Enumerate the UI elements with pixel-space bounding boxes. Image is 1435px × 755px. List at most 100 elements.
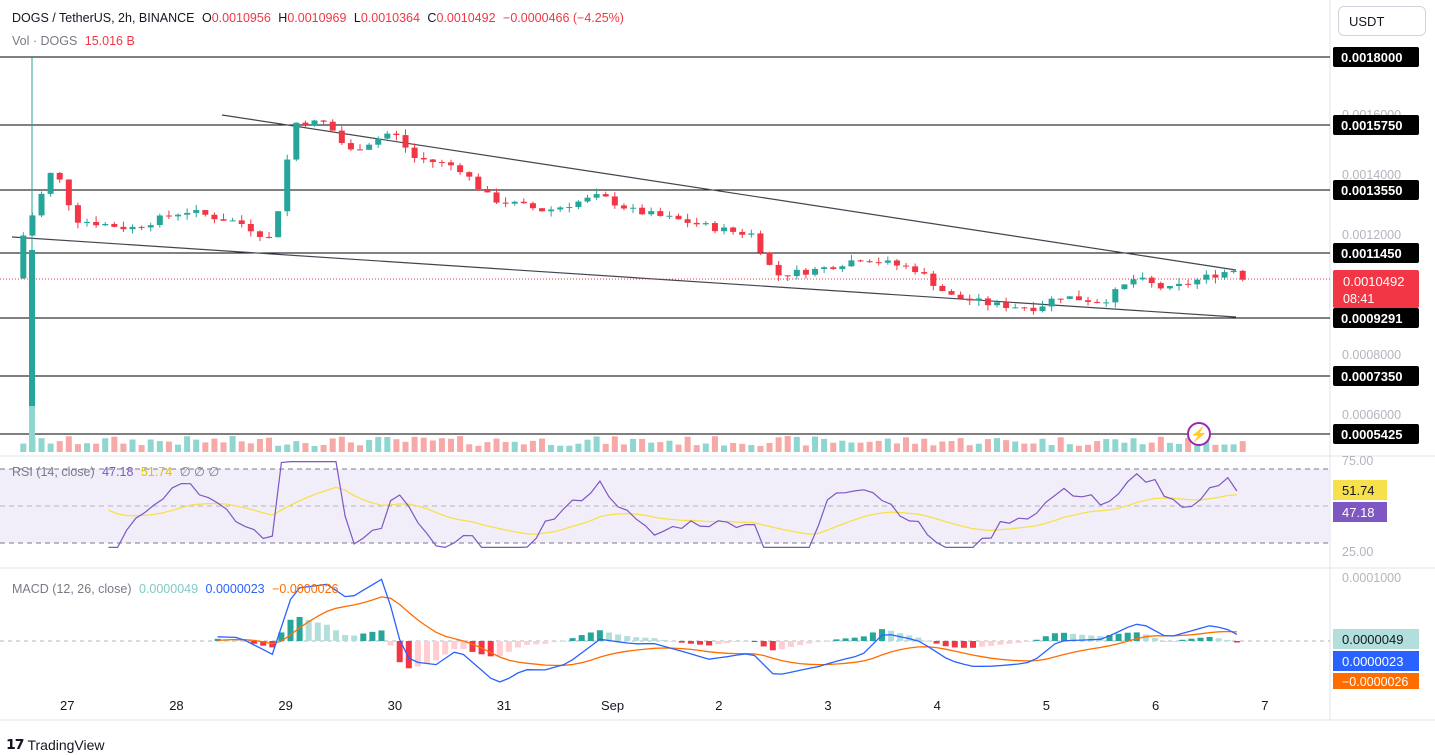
candle xyxy=(529,203,536,209)
volume-bar xyxy=(857,442,864,452)
x-axis-label: 2 xyxy=(715,698,722,713)
volume-bar xyxy=(721,445,728,452)
volume-bar xyxy=(766,442,773,452)
price-tick-label: 0.0008000 xyxy=(1342,348,1401,362)
macd-histogram-bar xyxy=(351,635,358,641)
lightning-icon[interactable]: ⚡ xyxy=(1187,422,1211,446)
rsi-ma-label: 51.74 xyxy=(1342,483,1375,498)
volume-bar xyxy=(939,441,946,452)
volume-bar xyxy=(1066,444,1073,452)
volume-bar xyxy=(666,440,673,452)
x-axis-label: 28 xyxy=(169,698,183,713)
volume-bar xyxy=(866,441,873,452)
candle xyxy=(830,267,837,270)
candle xyxy=(748,233,755,235)
volume-bar xyxy=(1030,443,1037,452)
volume-bar xyxy=(975,443,982,452)
candle xyxy=(284,159,291,212)
macd-histogram-bar xyxy=(596,630,603,641)
candle xyxy=(366,144,373,150)
volume-bar xyxy=(702,443,709,452)
candle xyxy=(1148,277,1155,284)
volume-bar xyxy=(620,444,627,452)
volume-label: Vol · DOGS xyxy=(12,34,78,48)
macd-histogram-bar xyxy=(733,641,740,642)
macd-histogram-bar xyxy=(660,639,667,641)
x-axis-label: 29 xyxy=(278,698,292,713)
macd-histogram-bar xyxy=(1133,632,1140,641)
candle xyxy=(1139,277,1146,280)
volume-bar xyxy=(156,441,163,452)
volume-bar xyxy=(757,445,764,452)
volume-bar xyxy=(1239,441,1246,452)
macd-histogram-bar xyxy=(696,641,703,645)
volume-bar xyxy=(912,443,919,452)
candle xyxy=(548,209,555,212)
candle xyxy=(302,122,309,126)
macd-histogram-bar xyxy=(979,641,986,647)
volume-bar xyxy=(575,443,582,452)
macd-histogram-bar xyxy=(232,639,239,641)
volume-bar xyxy=(165,441,172,452)
macd-histogram-bar xyxy=(988,641,995,646)
macd-histogram-bar xyxy=(305,619,312,641)
candle xyxy=(693,222,700,225)
candle xyxy=(347,143,354,150)
macd-histogram-bar xyxy=(278,632,285,641)
macd-histogram-bar xyxy=(1015,641,1022,643)
volume-bar xyxy=(1021,443,1028,452)
volume-bar xyxy=(1203,440,1210,452)
candle xyxy=(1048,298,1055,307)
macd-histogram-bar xyxy=(815,641,822,643)
macd-histogram-bar xyxy=(1006,641,1013,644)
macd-histogram-bar xyxy=(1151,637,1158,641)
volume-bar xyxy=(657,442,664,452)
level-label-bg xyxy=(1333,47,1419,67)
macd-histogram-bar xyxy=(824,640,831,642)
macd-histogram-bar xyxy=(1206,636,1213,641)
candle xyxy=(1075,296,1082,301)
macd-histogram-bar xyxy=(505,641,512,652)
candle xyxy=(1230,270,1237,273)
volume-bar xyxy=(320,444,327,452)
macd-histogram-bar xyxy=(651,638,658,641)
volume-bar xyxy=(366,439,373,452)
volume-bar xyxy=(402,441,409,452)
candle xyxy=(903,265,910,267)
x-axis-label: 4 xyxy=(934,698,941,713)
macd-histogram-bar xyxy=(706,641,713,646)
macd-histogram-bar xyxy=(933,641,940,644)
volume-bar xyxy=(1166,442,1173,452)
candle xyxy=(1094,301,1101,303)
volume-bar xyxy=(1157,436,1164,452)
level-label: 0.0007350 xyxy=(1341,369,1402,384)
volume-bar xyxy=(375,436,382,452)
candle xyxy=(730,227,737,232)
volume-value: 15.016 B xyxy=(84,34,135,48)
candle xyxy=(56,172,63,180)
volume-bar xyxy=(29,406,35,452)
volume-bar xyxy=(903,437,910,452)
volume-bar xyxy=(793,436,800,452)
volume-bar xyxy=(138,445,145,452)
volume-bar xyxy=(593,436,600,452)
macd-histogram-bar xyxy=(742,641,749,642)
volume-bar xyxy=(448,438,455,452)
volume-bar xyxy=(1085,444,1092,452)
tradingview-brand[interactable]: 𝟭𝟳 TradingView xyxy=(6,736,105,753)
candle xyxy=(93,221,100,226)
candle xyxy=(466,172,473,177)
currency-button[interactable]: USDT xyxy=(1338,6,1426,36)
candle xyxy=(429,159,436,163)
candle xyxy=(475,176,482,189)
macd-histogram-bar xyxy=(1188,638,1195,641)
macd-histogram-bar xyxy=(715,641,722,645)
x-axis-label: 30 xyxy=(388,698,402,713)
candle xyxy=(102,223,109,226)
volume-bar xyxy=(930,445,937,452)
candle xyxy=(211,214,218,220)
volume-bar xyxy=(966,445,973,452)
candle xyxy=(575,201,582,208)
candle xyxy=(147,225,154,228)
